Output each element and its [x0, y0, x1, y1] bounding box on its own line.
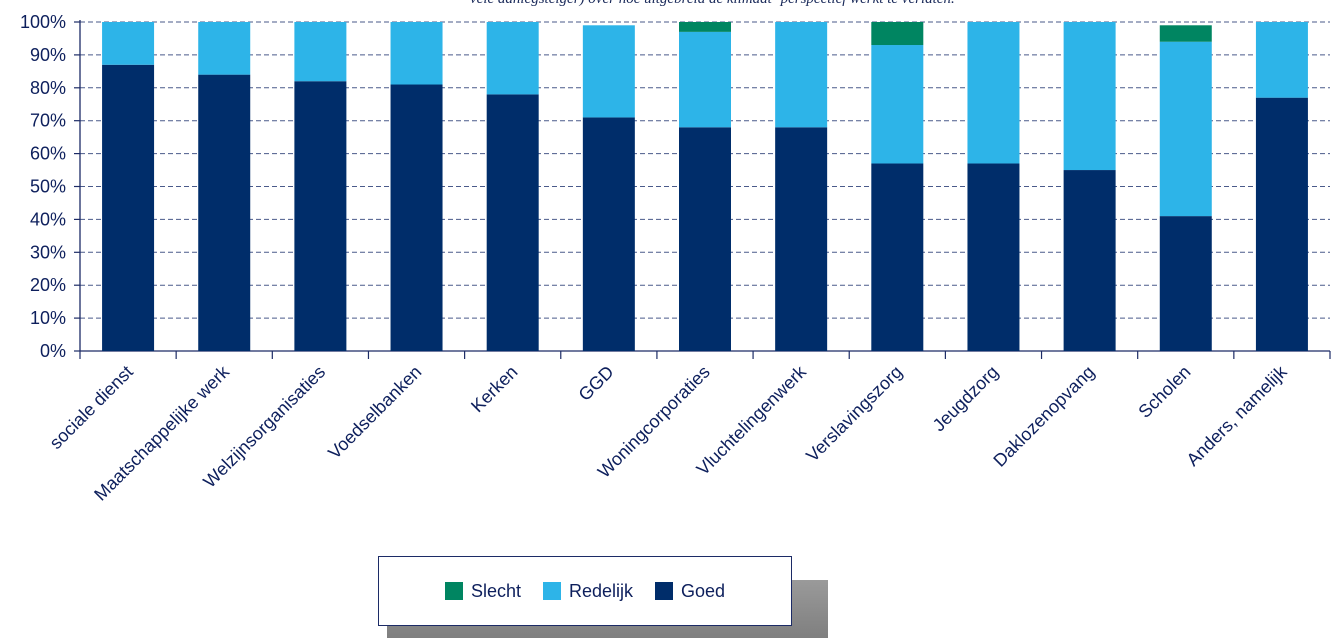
bar-redelijk-scholen	[1159, 41, 1212, 217]
x-tick-label: Daklozenopvang	[989, 362, 1098, 471]
bar-redelijk-woningcorporaties	[679, 31, 731, 128]
bar-redelijk-kerken	[486, 22, 539, 95]
bar-goed-scholen	[1159, 216, 1212, 351]
x-tick-label: GGD	[575, 362, 618, 405]
x-tick-label: Kerken	[467, 362, 521, 416]
bar-redelijk-daklozenopvang	[1063, 22, 1116, 171]
bar-goed-vluchtelingenwerk	[775, 127, 828, 351]
bar-redelijk-maatschappelijke-werk	[198, 22, 251, 75]
y-tick-label: 70%	[30, 111, 66, 131]
bar-redelijk-welzijnsorganisaties	[294, 22, 347, 82]
x-tick-label: Scholen	[1134, 362, 1194, 422]
bar-redelijk-vluchtelingenwerk	[775, 22, 828, 128]
y-tick-label: 40%	[30, 209, 66, 229]
bar-redelijk-verslavingszorg	[871, 45, 924, 164]
legend-label-redelijk: Redelijk	[568, 580, 633, 601]
x-tick-label: Anders, namelijk	[1183, 361, 1292, 470]
x-tick-label: Verslavingszorg	[802, 362, 906, 466]
bar-redelijk-anders-namelijk	[1255, 22, 1308, 98]
y-tick-label: 60%	[30, 144, 66, 164]
y-tick-label: 90%	[30, 45, 66, 65]
bar-goed-welzijnsorganisaties	[294, 81, 347, 351]
bar-redelijk-sociale-dienst	[102, 22, 155, 65]
y-tick-label: 30%	[30, 242, 66, 262]
y-tick-label: 20%	[30, 275, 66, 295]
y-tick-label: 80%	[30, 78, 66, 98]
legend-item-redelijk: Redelijk	[542, 580, 633, 602]
y-tick-label: 100%	[20, 12, 66, 32]
legend-swatch-redelijk	[542, 582, 561, 600]
bar-goed-jeugdzorg	[967, 163, 1020, 351]
bar-slecht-verslavingszorg	[871, 22, 924, 46]
x-tick-label: Jeugdzorg	[929, 362, 1003, 436]
bar-slecht-scholen	[1159, 25, 1212, 42]
legend-label-goed: Goed	[681, 580, 726, 601]
bar-goed-maatschappelijke-werk	[198, 74, 251, 351]
bar-goed-ggd	[582, 117, 635, 351]
bar-redelijk-ggd	[582, 25, 635, 118]
x-tick-label: sociale dienst	[46, 362, 137, 453]
bar-redelijk-jeugdzorg	[967, 22, 1020, 164]
legend-label-slecht: Slecht	[470, 580, 521, 601]
y-tick-label: 0%	[40, 341, 66, 361]
legend-swatch-slecht	[444, 582, 463, 600]
chart-caption: vele aanlegsteiger) over hoe uitgebreid …	[470, 0, 1330, 9]
bar-goed-woningcorporaties	[679, 127, 731, 351]
bar-goed-sociale-dienst	[102, 64, 155, 352]
x-tick-label: Voedselbanken	[324, 362, 425, 463]
chart-legend: Slecht Redelijk Goed	[378, 556, 792, 626]
legend-item-goed: Goed	[655, 581, 725, 602]
bar-goed-kerken	[486, 94, 539, 351]
bar-slecht-woningcorporaties	[679, 22, 731, 32]
bar-goed-verslavingszorg	[871, 163, 924, 351]
bar-goed-anders-namelijk	[1255, 97, 1308, 351]
legend-item-slecht: Slecht	[444, 580, 521, 602]
bar-redelijk-voedselbanken	[390, 22, 443, 85]
y-tick-label: 50%	[30, 177, 66, 197]
y-tick-label: 10%	[30, 308, 66, 328]
bar-goed-voedselbanken	[390, 84, 443, 351]
legend-swatch-goed	[655, 582, 673, 600]
bar-goed-daklozenopvang	[1063, 170, 1116, 351]
